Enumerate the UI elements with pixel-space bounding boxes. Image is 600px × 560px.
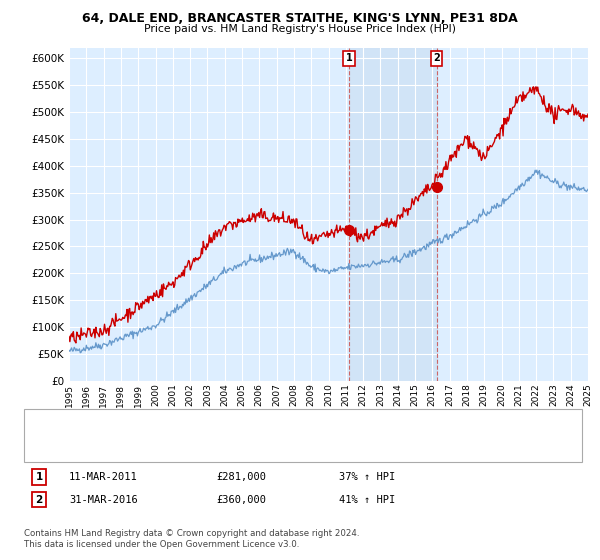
- Text: 31-MAR-2016: 31-MAR-2016: [69, 494, 138, 505]
- Bar: [349, 48, 437, 381]
- Text: 2: 2: [433, 53, 440, 63]
- Text: 1: 1: [35, 472, 43, 482]
- Text: 1: 1: [346, 53, 353, 63]
- Text: HPI: Average price, detached house, King's Lynn and West Norfolk: HPI: Average price, detached house, King…: [66, 442, 389, 452]
- Text: 64, DALE END, BRANCASTER STAITHE, KING'S LYNN, PE31 8DA (detached house): 64, DALE END, BRANCASTER STAITHE, KING'S…: [66, 419, 460, 429]
- Text: Price paid vs. HM Land Registry's House Price Index (HPI): Price paid vs. HM Land Registry's House …: [144, 24, 456, 34]
- Text: 41% ↑ HPI: 41% ↑ HPI: [339, 494, 395, 505]
- Text: 2: 2: [35, 494, 43, 505]
- Text: 64, DALE END, BRANCASTER STAITHE, KING'S LYNN, PE31 8DA: 64, DALE END, BRANCASTER STAITHE, KING'S…: [82, 12, 518, 25]
- Text: £360,000: £360,000: [216, 494, 266, 505]
- Text: £281,000: £281,000: [216, 472, 266, 482]
- Text: Contains HM Land Registry data © Crown copyright and database right 2024.
This d: Contains HM Land Registry data © Crown c…: [24, 529, 359, 549]
- Text: 11-MAR-2011: 11-MAR-2011: [69, 472, 138, 482]
- Text: 37% ↑ HPI: 37% ↑ HPI: [339, 472, 395, 482]
